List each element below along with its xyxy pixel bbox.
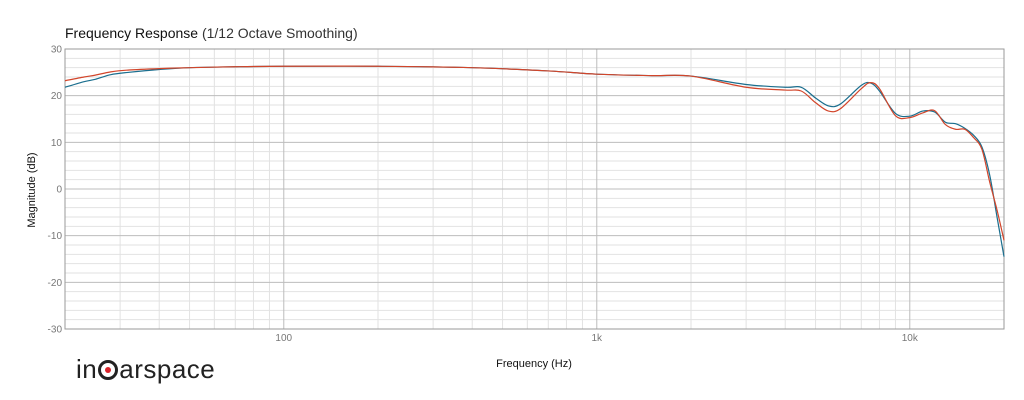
series-line-2 [64, 65, 1005, 241]
chart-title-main: Frequency Response [65, 25, 199, 41]
y-tick-label: 0 [56, 185, 62, 196]
y-tick-label: -10 [48, 231, 63, 242]
y-tick-label: 20 [51, 91, 63, 102]
x-tick-label: 1k [591, 333, 603, 344]
logo-ear-icon [98, 360, 119, 380]
series-lines [64, 65, 1005, 257]
y-tick-label: -20 [48, 278, 63, 289]
chart-subtitle: (1/12 Octave Smoothing) [201, 25, 358, 41]
plot-frame [64, 48, 1005, 330]
y-tick-label: 30 [51, 45, 63, 56]
x-axis-ticks: 100 1k 10k [275, 333, 918, 344]
x-axis-label: Frequency (Hz) [496, 358, 572, 370]
y-tick-label: 10 [51, 138, 63, 149]
inearspace-logo: in arspace [76, 354, 216, 384]
grid [64, 48, 1005, 330]
y-axis-ticks: 30 20 10 0 -10 -20 -30 [48, 45, 63, 336]
x-tick-label: 10k [902, 333, 919, 344]
chart-title: Frequency Response (1/12 Octave Smoothin… [65, 25, 358, 41]
y-tick-label: -30 [48, 325, 63, 336]
y-axis-label: Magnitude (dB) [26, 152, 38, 227]
x-tick-label: 100 [275, 333, 292, 344]
